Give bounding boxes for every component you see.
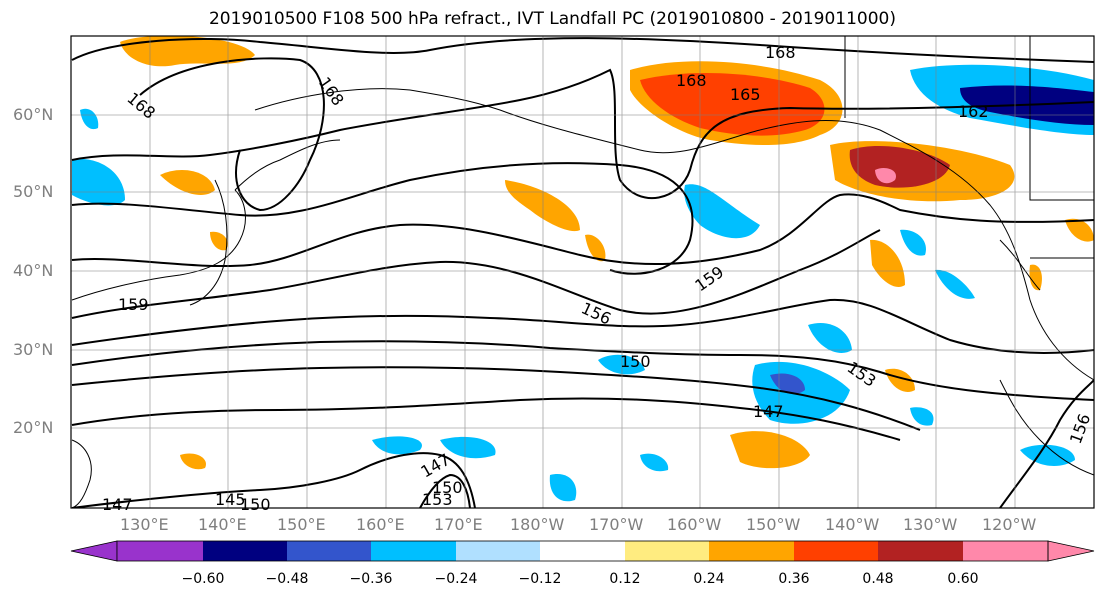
contour-label: 165 [730,85,761,104]
colorbar-segment [709,541,794,561]
colorbar-segment [371,541,456,561]
lon-label: 140°E [198,515,247,534]
colorbar-tick-label: −0.12 [518,571,562,587]
lon-label: 130°E [120,515,169,534]
lon-label: 150°E [277,515,326,534]
colorbar-segment [878,541,963,561]
lat-label: 50°N [13,182,54,201]
lat-label: 40°N [13,261,54,280]
contour-label: 162 [958,102,989,121]
lon-label: 140°W [825,515,880,534]
lon-label: 150°W [746,515,801,534]
contour-label: 150 [240,495,271,514]
map-title: 2019010500 F108 500 hPa refract., IVT La… [208,9,896,29]
lon-label: 160°W [667,515,722,534]
map-border [70,35,1095,509]
colorbar-tick-label: 0.48 [862,571,894,587]
colorbar-segment [625,541,709,561]
lon-label: 180°W [510,515,565,534]
lon-label: 130°W [903,515,958,534]
colorbar-high-arrow [1047,540,1095,562]
contour-label: 159 [118,295,149,314]
colorbar-tick-label: 0.12 [609,571,641,587]
colorbar-low-arrow [70,540,118,562]
colorbar-segment [794,541,878,561]
contour-label: 150 [620,352,651,371]
contour-label: 168 [676,71,707,90]
contour-label: 147 [102,495,133,514]
lon-label: 170°E [434,515,483,534]
colorbar-tick-label: 0.24 [693,571,725,587]
colorbar-segment [456,541,540,561]
lon-label: 170°W [589,515,644,534]
colorbar-segment [963,541,1048,561]
contour-label: 150 [432,478,463,497]
colorbar-tick-label: 0.36 [778,571,810,587]
lon-label: 120°W [982,515,1037,534]
colorbar-tick-label: 0.60 [947,571,979,587]
colorbar-segment [287,541,371,561]
colorbar [70,540,1095,562]
lat-label: 60°N [13,105,54,124]
height-contours [71,37,1094,508]
colorbar-segment [540,541,625,561]
contour-label: 145 [215,490,246,509]
positive-anomaly-shading [120,36,1094,470]
colorbar-tick-label: −0.36 [349,571,393,587]
colorbar-tick-label: −0.60 [181,571,225,587]
lat-label: 20°N [13,418,54,437]
colorbar-tick-label: −0.48 [265,571,309,587]
contour-label: 147 [753,402,784,421]
lat-label: 30°N [13,340,54,359]
colorbar-segment [203,541,287,561]
contour-label: 168 [765,43,796,62]
contour-label: 153 [422,490,453,509]
colorbar-tick-label: −0.24 [434,571,478,587]
colorbar-segment [117,541,203,561]
lon-label: 160°E [356,515,405,534]
gridlines [71,36,1094,508]
